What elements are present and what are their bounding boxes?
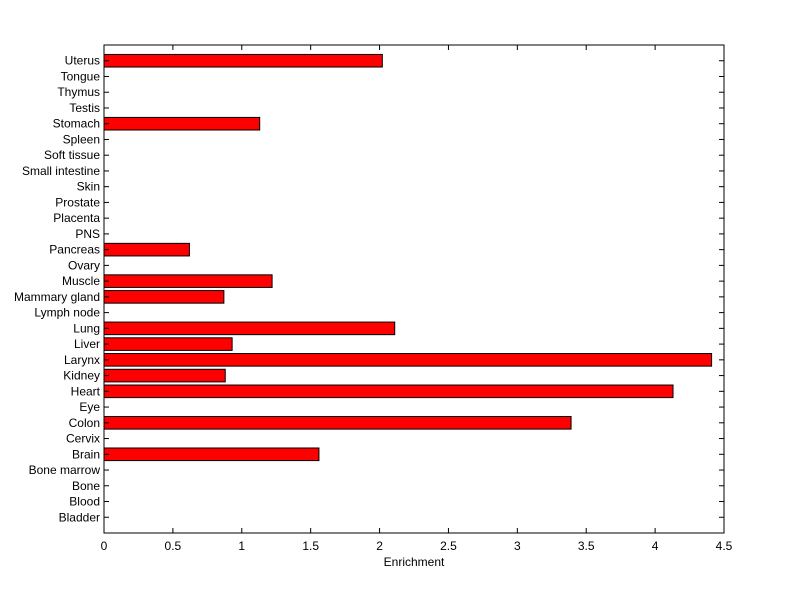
- x-tick-label-4: 2: [376, 539, 383, 553]
- y-tick-label-soft-tissue: Soft tissue: [44, 148, 100, 162]
- y-tick-label-placenta: Placenta: [53, 211, 100, 225]
- bar-larynx: [103, 353, 713, 367]
- x-axis-title: Enrichment: [384, 555, 445, 569]
- y-tick-label-small-intestine: Small intestine: [22, 164, 100, 178]
- y-tick-label-lung: Lung: [73, 321, 100, 335]
- y-tick-label-thymus: Thymus: [57, 85, 100, 99]
- bar-kidney: [103, 368, 226, 383]
- x-tick-labels-layer: 0 0.5 1 1.5 2 2.5 3 3.5 4 4.5: [101, 539, 733, 553]
- y-tick-label-ovary: Ovary: [68, 258, 100, 272]
- bar-liver: [103, 337, 233, 351]
- y-tick-label-lymph-node: Lymph node: [34, 306, 100, 320]
- x-tick-label-9: 4.5: [716, 539, 733, 553]
- y-tick-label-stomach: Stomach: [53, 117, 100, 131]
- x-tick-label-0: 0: [101, 539, 108, 553]
- y-tick-label-larynx: Larynx: [64, 353, 100, 367]
- y-tick-label-bone-marrow: Bone marrow: [29, 463, 101, 477]
- x-tick-label-8: 4: [652, 539, 659, 553]
- bar-stomach: [103, 116, 261, 131]
- bar-brain: [103, 447, 320, 462]
- y-tick-label-mammary-gland: Mammary gland: [14, 290, 100, 304]
- y-tick-label-bone: Bone: [72, 479, 100, 493]
- y-tick-label-heart: Heart: [71, 384, 101, 398]
- y-tick-label-pancreas: Pancreas: [49, 243, 100, 257]
- y-tick-label-muscle: Muscle: [62, 274, 100, 288]
- x-tick-label-3: 1.5: [302, 539, 319, 553]
- y-tick-label-kidney: Kidney: [63, 369, 100, 383]
- bar-heart: [103, 384, 674, 399]
- bar-pancreas: [103, 242, 190, 257]
- y-tick-label-tongue: Tongue: [61, 69, 101, 83]
- y-tick-label-pns: PNS: [75, 227, 100, 241]
- bar-mammary-gland: [103, 290, 225, 304]
- y-tick-label-uterus: Uterus: [65, 54, 100, 68]
- y-tick-label-testis: Testis: [69, 101, 100, 115]
- y-tick-label-colon: Colon: [69, 416, 100, 430]
- bar-muscle: [103, 274, 273, 288]
- y-tick-label-liver: Liver: [74, 337, 100, 351]
- y-tick-label-eye: Eye: [79, 400, 100, 414]
- x-tick-label-1: 0.5: [165, 539, 182, 553]
- y-tick-label-cervix: Cervix: [66, 432, 100, 446]
- bar-colon: [103, 416, 572, 430]
- x-tick-label-6: 3: [514, 539, 521, 553]
- x-tick-label-2: 1: [238, 539, 245, 553]
- y-tick-label-spleen: Spleen: [63, 132, 100, 146]
- y-tick-label-brain: Brain: [72, 447, 100, 461]
- y-tick-label-bladder: Bladder: [59, 510, 100, 524]
- x-tick-label-7: 3.5: [578, 539, 595, 553]
- ticks-layer: [103, 45, 725, 533]
- y-tick-label-skin: Skin: [77, 180, 100, 194]
- bar-lung: [103, 321, 396, 336]
- y-tick-label-prostate: Prostate: [55, 195, 100, 209]
- x-tick-label-5: 2.5: [440, 539, 457, 553]
- y-tick-label-blood: Blood: [69, 495, 100, 509]
- bar-uterus: [103, 53, 383, 68]
- axes-frame: [103, 44, 725, 534]
